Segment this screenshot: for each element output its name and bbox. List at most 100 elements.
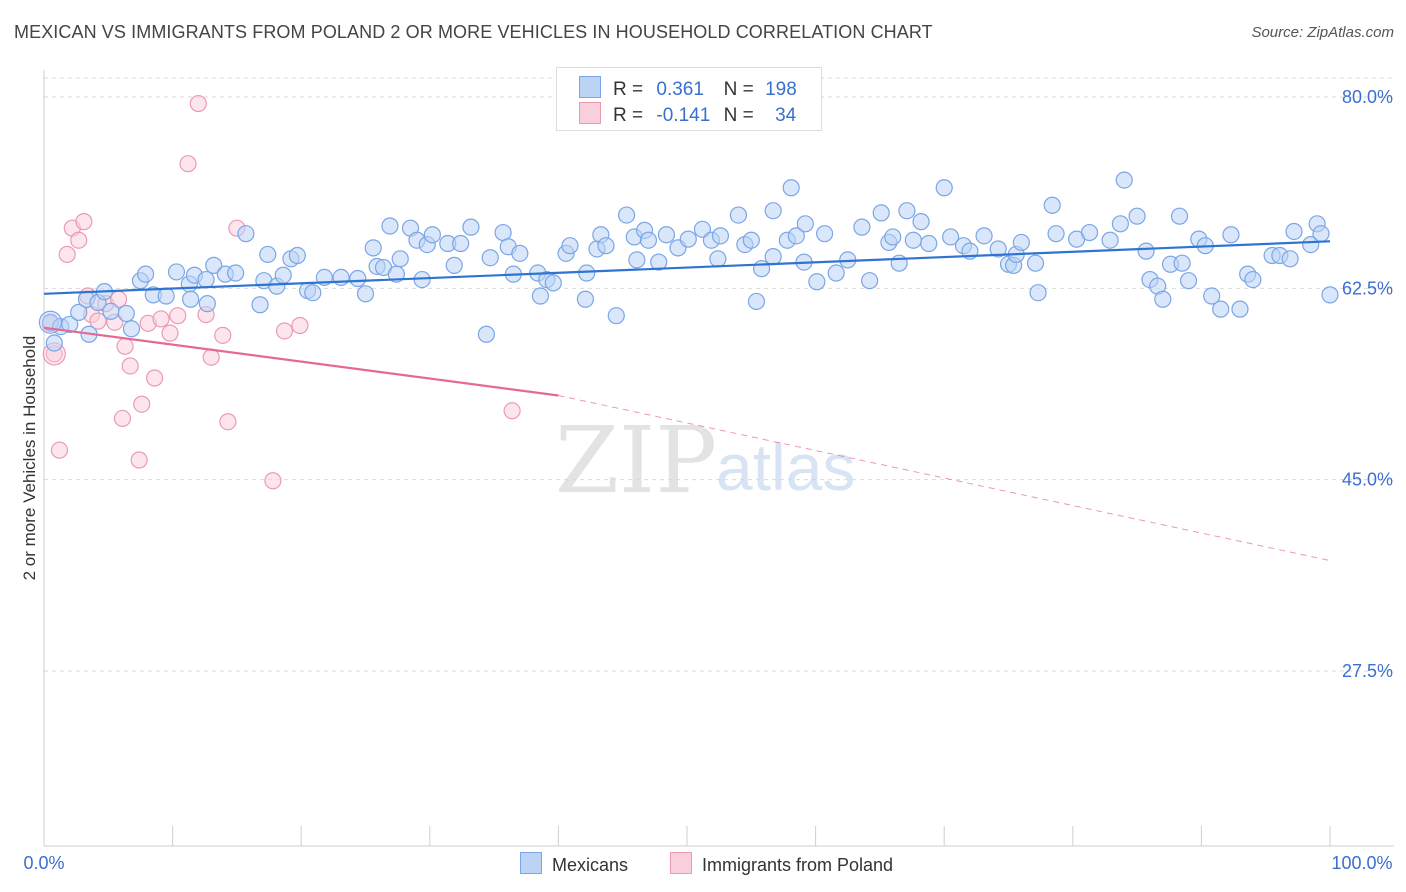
data-point-mexicans xyxy=(511,244,529,262)
data-point-mexicans xyxy=(657,226,676,244)
data-point-mexicans xyxy=(576,290,595,308)
data-point-mexicans xyxy=(561,237,579,255)
data-point-mexicans xyxy=(452,234,470,253)
legend-r-value: -0.141 xyxy=(656,105,711,126)
data-point-mexicans xyxy=(1101,231,1119,249)
data-point-mexicans xyxy=(827,264,845,282)
data-point-mexicans xyxy=(1212,300,1230,318)
data-point-mexicans xyxy=(349,269,367,288)
data-point-mexicans xyxy=(742,231,760,249)
data-point-mexicans xyxy=(764,248,782,266)
data-point-mexicans xyxy=(1128,207,1146,225)
watermark-zip: ZIP xyxy=(555,407,717,514)
legend-row-mexicans: R = 0.361 N = 198 xyxy=(579,76,797,100)
data-point-mexicans xyxy=(364,239,382,257)
data-point-mexicans xyxy=(898,202,916,220)
y-tick-label: 27.5% xyxy=(1342,661,1393,681)
trend-line-poland xyxy=(43,326,559,397)
data-point-mexicans xyxy=(1281,250,1299,268)
data-point-mexicans xyxy=(205,256,223,274)
data-point-poland xyxy=(214,326,232,344)
data-point-mexicans xyxy=(1080,223,1099,242)
legend-n-value: 34 xyxy=(775,105,797,126)
data-point-poland xyxy=(133,395,151,413)
data-point-mexicans xyxy=(1047,225,1065,243)
data-point-mexicans xyxy=(764,202,782,220)
data-point-mexicans xyxy=(197,270,215,289)
data-point-poland xyxy=(70,231,88,249)
data-point-mexicans xyxy=(782,179,800,197)
data-point-mexicans xyxy=(711,227,730,245)
bottom-legend-label-poland: Immigrants from Poland xyxy=(702,855,894,875)
data-point-mexicans xyxy=(872,204,890,222)
data-point-mexicans xyxy=(884,228,902,246)
data-point-poland xyxy=(145,369,164,387)
legend-n-value: 198 xyxy=(765,79,797,100)
data-point-mexicans xyxy=(747,292,766,311)
data-point-mexicans xyxy=(904,231,922,249)
data-point-mexicans xyxy=(1111,215,1129,233)
data-point-mexicans xyxy=(1285,222,1303,241)
data-point-mexicans xyxy=(1012,233,1030,252)
data-point-mexicans xyxy=(227,264,245,282)
data-point-mexicans xyxy=(1137,242,1155,260)
data-point-poland xyxy=(121,357,139,375)
data-point-mexicans xyxy=(912,213,930,231)
legend: R = 0.361 N = 198 R = -0.141 N = 34 xyxy=(556,67,822,131)
data-point-mexicans xyxy=(1302,236,1320,254)
watermark-atlas: atlas xyxy=(716,430,855,504)
data-point-mexicans xyxy=(989,240,1007,258)
data-point-mexicans xyxy=(808,273,826,291)
data-point-mexicans xyxy=(391,250,409,268)
data-point-mexicans xyxy=(45,334,63,352)
data-point-mexicans xyxy=(481,249,499,267)
data-point-mexicans xyxy=(1244,270,1262,289)
data-point-poland xyxy=(503,402,521,420)
x-axis-ticks xyxy=(43,826,1331,846)
legend-swatch-mexicans xyxy=(579,76,601,98)
data-point-poland xyxy=(219,413,237,431)
legend-row-poland: R = -0.141 N = 34 xyxy=(579,102,796,126)
x-tick-label-max: 100.0% xyxy=(1331,853,1392,873)
bottom-legend-mexicans: Mexicans xyxy=(520,852,628,876)
grid-lines xyxy=(44,77,1394,672)
data-point-mexicans xyxy=(274,266,292,284)
data-point-mexicans xyxy=(617,206,636,224)
data-point-mexicans xyxy=(787,227,805,245)
data-point-mexicans xyxy=(1312,225,1330,243)
data-point-mexicans xyxy=(942,228,960,246)
data-point-mexicans xyxy=(1173,254,1191,272)
y-tick-label: 80.0% xyxy=(1342,87,1393,107)
data-point-poland xyxy=(58,245,76,264)
data-point-mexicans xyxy=(607,307,625,325)
data-point-poland xyxy=(75,213,93,231)
source-label: Source: ZipAtlas.com xyxy=(1251,24,1394,41)
data-point-poland xyxy=(161,324,179,342)
data-point-mexicans xyxy=(709,250,727,268)
data-point-mexicans xyxy=(628,251,646,269)
data-point-mexicans xyxy=(102,302,120,320)
data-point-poland xyxy=(50,441,69,459)
data-point-mexicans xyxy=(122,320,141,338)
data-point-poland xyxy=(202,348,220,366)
bottom-legend-poland: Immigrants from Poland xyxy=(670,852,893,876)
data-point-mexicans xyxy=(975,227,993,245)
y-axis-label: 2 or more Vehicles in Household xyxy=(20,335,39,581)
legend-n-label: N = xyxy=(723,79,754,100)
data-point-mexicans xyxy=(679,230,697,248)
data-point-mexicans xyxy=(251,296,269,314)
data-point-mexicans xyxy=(304,284,322,302)
data-point-poland xyxy=(113,409,132,428)
data-point-mexicans xyxy=(157,287,175,305)
bottom-legend-swatch-mexicans xyxy=(520,852,542,874)
trend-lines xyxy=(43,240,1331,562)
data-point-mexicans xyxy=(544,274,562,292)
data-point-mexicans xyxy=(477,325,495,343)
data-point-poland xyxy=(189,94,207,113)
legend-swatch-poland xyxy=(579,102,601,124)
data-point-mexicans xyxy=(1231,300,1249,318)
data-point-poland xyxy=(291,316,309,335)
data-point-mexicans xyxy=(381,217,399,235)
legend-r-label: R = xyxy=(613,79,644,100)
data-point-mexicans xyxy=(578,264,596,282)
